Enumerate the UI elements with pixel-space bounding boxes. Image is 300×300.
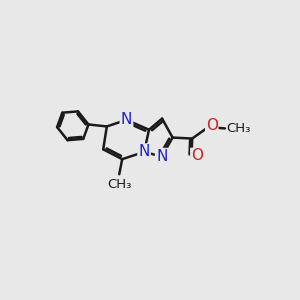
Text: CH₃: CH₃ — [107, 178, 131, 191]
Text: O: O — [191, 148, 203, 164]
Text: O: O — [206, 118, 218, 133]
Text: N: N — [138, 145, 150, 160]
Text: CH₃: CH₃ — [226, 122, 251, 135]
Text: N: N — [156, 149, 167, 164]
Text: N: N — [121, 112, 132, 128]
